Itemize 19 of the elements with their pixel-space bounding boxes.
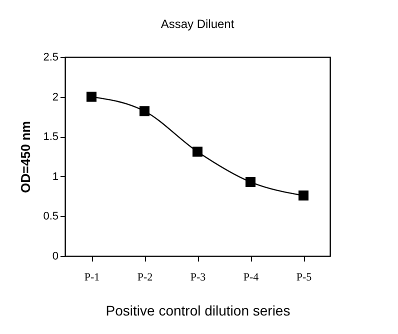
x-tick-label: P-5	[296, 272, 312, 284]
x-axis-title: Positive control dilution series	[106, 302, 290, 318]
x-tick-label: P-4	[243, 272, 260, 284]
x-tick-label: P-1	[84, 272, 100, 284]
point	[246, 176, 256, 187]
y-tick-label: 0.5	[43, 210, 58, 223]
x-tick-label: P-2	[137, 272, 153, 284]
y-tick-label: 0	[52, 250, 58, 262]
chart-title: Assay Diluent	[160, 17, 235, 31]
point	[298, 190, 308, 201]
y-tick-label: 1	[52, 170, 58, 183]
point	[86, 92, 96, 102]
point	[192, 146, 202, 157]
y-tick-label: 2.5	[43, 52, 58, 64]
y-axis-title: OD=450 nm	[18, 121, 34, 193]
point	[140, 106, 150, 116]
x-tick-label: P-3	[190, 272, 206, 284]
y-tick-label: 2	[52, 91, 58, 104]
y-tick-label: 1.5	[43, 131, 58, 144]
